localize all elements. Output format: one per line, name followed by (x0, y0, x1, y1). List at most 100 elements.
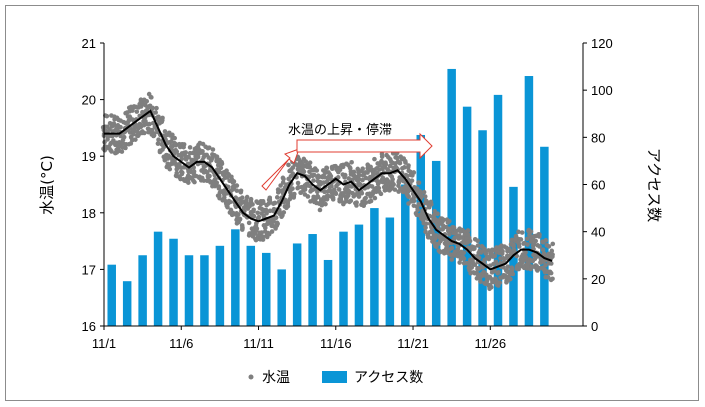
y-right-tick-label: 80 (591, 130, 605, 145)
water-temp-point (354, 200, 359, 205)
water-temp-point (537, 244, 542, 249)
access-bar (292, 243, 302, 326)
water-temp-point (372, 195, 378, 201)
annotation-label: 水温の上昇・停滞 (288, 122, 392, 138)
access-bar (122, 281, 132, 326)
water-temp-point (173, 142, 179, 147)
water-temp-point (372, 156, 377, 162)
water-temp-point (192, 179, 197, 185)
water-temp-point (341, 201, 346, 207)
water-temp-point (505, 264, 511, 269)
water-temp-point (549, 248, 555, 254)
water-temp-point (133, 137, 138, 142)
water-temp-point (210, 147, 216, 152)
water-temp-point (218, 165, 224, 171)
water-temp-point (410, 173, 415, 178)
water-temp-point (311, 172, 317, 178)
water-temp-point (105, 137, 110, 142)
water-temp-point (406, 163, 411, 168)
access-bar (447, 68, 456, 327)
water-temp-point (134, 109, 140, 114)
water-temp-point (406, 194, 412, 200)
water-temp-point (261, 200, 266, 206)
water-temp-point (216, 184, 222, 189)
water-temp-point (292, 191, 297, 197)
water-temp-point (123, 145, 128, 151)
water-temp-point (240, 225, 245, 230)
water-temp-point (280, 175, 286, 181)
water-temp-point (447, 232, 452, 237)
water-temp-point (371, 171, 376, 177)
water-temp-point (254, 226, 260, 231)
water-temp-point (259, 230, 265, 235)
water-temp-point (342, 172, 348, 178)
water-temp-point (147, 121, 152, 127)
water-temp-point (391, 182, 396, 187)
water-temp-point (453, 231, 458, 236)
water-temp-point (435, 211, 440, 217)
water-temp-point (355, 166, 361, 172)
access-bar (540, 146, 549, 326)
water-temp-point (411, 198, 417, 204)
water-temp-point (423, 225, 428, 230)
water-temp-point (156, 137, 161, 143)
water-temp-point (500, 248, 505, 254)
water-temp-point (191, 169, 197, 174)
water-temp-point (290, 186, 295, 191)
water-temp-point (102, 139, 107, 145)
water-temp-point (224, 203, 230, 209)
water-temp-point (550, 254, 555, 259)
water-temp-point (303, 159, 309, 164)
access-bar (277, 269, 286, 326)
access-bar (524, 76, 534, 327)
water-temp-point (537, 234, 542, 239)
water-temp-point (269, 229, 275, 234)
y-left-tick-label: 18 (82, 206, 96, 221)
x-tick-label: 11/16 (320, 336, 352, 351)
water-temp-point (207, 173, 212, 179)
water-temp-point (264, 211, 269, 216)
water-temp-point (148, 94, 154, 100)
water-temp-point (421, 189, 427, 195)
water-temp-point (236, 212, 241, 217)
water-temp-point (461, 250, 466, 255)
water-temp-point (144, 98, 150, 104)
water-temp-point (432, 216, 437, 221)
water-temp-point (531, 242, 537, 247)
water-temp-point (170, 132, 175, 138)
water-temp-point (206, 145, 212, 150)
access-bar (462, 106, 472, 326)
water-temp-point (311, 178, 316, 183)
water-temp-point (522, 253, 527, 258)
water-temp-point (543, 238, 549, 243)
water-temp-point (162, 129, 168, 134)
water-temp-point (475, 238, 480, 244)
access-bar (261, 252, 271, 326)
legend-label-access: アクセス数 (354, 370, 423, 386)
water-temp-point (360, 177, 365, 183)
water-temp-point (341, 190, 346, 196)
water-temp-point (250, 202, 255, 207)
water-temp-point (154, 115, 160, 121)
water-temp-point (259, 236, 265, 241)
water-temp-point (540, 247, 546, 252)
water-temp-point (205, 169, 210, 175)
water-temp-point (508, 276, 513, 282)
water-temp-point (221, 195, 227, 200)
water-temp-point (363, 175, 369, 181)
water-temp-point (337, 167, 343, 173)
water-temp-point (200, 148, 205, 154)
water-temp-point (267, 199, 273, 205)
x-tick-label: 11/6 (169, 336, 193, 351)
access-bar (323, 259, 333, 326)
water-temp-point (360, 166, 365, 171)
water-temp-point (180, 170, 185, 175)
water-temp-point (357, 182, 363, 187)
water-temp-point (524, 236, 530, 242)
water-temp-point (457, 260, 462, 265)
water-temp-point (140, 109, 145, 115)
water-temp-point (201, 178, 207, 183)
water-temp-point (120, 137, 126, 143)
water-temp-point (394, 155, 400, 161)
